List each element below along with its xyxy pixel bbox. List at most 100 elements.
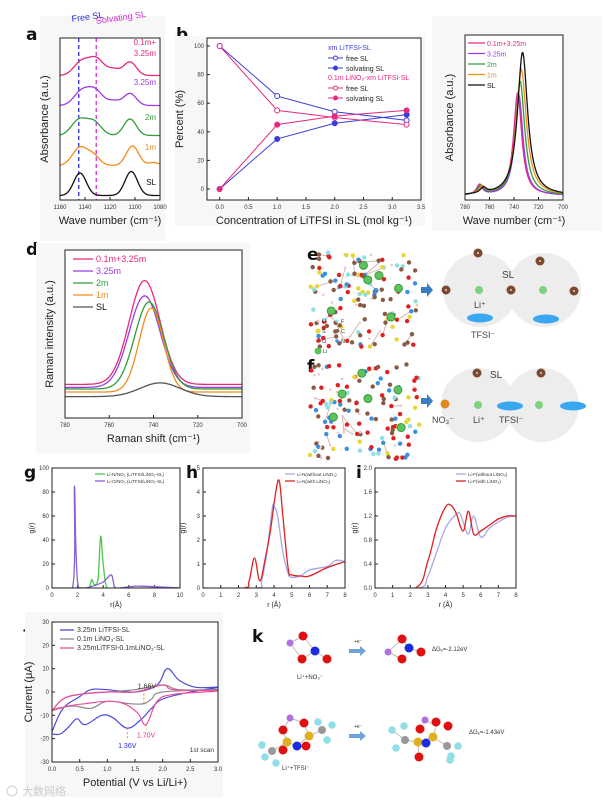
tfsi-ion bbox=[560, 401, 586, 411]
y-tick-label: -30 bbox=[40, 760, 49, 766]
x-tick-label: 0 bbox=[50, 593, 54, 599]
li-label: Li⁺ bbox=[474, 300, 486, 310]
li-ion bbox=[475, 286, 483, 294]
series-layer bbox=[219, 45, 407, 190]
legend-label: SL bbox=[96, 302, 107, 312]
atom bbox=[335, 382, 341, 388]
y-tick-label: 20 bbox=[197, 158, 204, 164]
sl-center bbox=[510, 289, 512, 291]
atom bbox=[379, 393, 385, 398]
legend-marker bbox=[333, 65, 338, 71]
atom bbox=[391, 435, 396, 441]
x-tick-label: 8 bbox=[343, 593, 347, 599]
arrow-right-icon bbox=[349, 649, 361, 653]
atom bbox=[336, 272, 342, 278]
chart-b: 0.0 0.5 1.0 1.5 2.0 2.5 3.0 3.5 0 20 40 60 80 100 Conc… bbox=[174, 36, 426, 227]
y-tick-label: 0.8 bbox=[364, 538, 373, 544]
atom bbox=[394, 263, 400, 268]
bond bbox=[318, 336, 337, 341]
atom bbox=[381, 440, 386, 445]
legend-dot-li bbox=[314, 347, 322, 355]
atom bbox=[381, 396, 386, 402]
y-tick-label: 0 bbox=[197, 586, 201, 592]
series-label: 0.1m+ bbox=[134, 38, 157, 47]
y-tick-label: 100 bbox=[39, 466, 50, 472]
series-line bbox=[219, 109, 407, 190]
atom bbox=[313, 396, 317, 400]
panel-label-a: a bbox=[26, 25, 37, 45]
atom bbox=[394, 317, 400, 322]
legend-group-title: xm LiTFSI-SL bbox=[328, 45, 371, 52]
atom bbox=[416, 422, 422, 427]
atom bbox=[331, 446, 336, 452]
atom-li bbox=[358, 260, 368, 270]
legend-h: H bbox=[322, 319, 326, 325]
atom bbox=[407, 424, 413, 429]
x-axis-title: r(Å) bbox=[110, 600, 122, 609]
series-layer bbox=[375, 503, 516, 588]
atom-li bbox=[363, 275, 373, 285]
x-tick-label: 4 bbox=[272, 593, 276, 599]
x-tick-label: 0 bbox=[373, 593, 377, 599]
legend-c: C bbox=[341, 329, 345, 335]
x-tick-label: 2 bbox=[409, 593, 413, 599]
atom bbox=[352, 298, 357, 304]
atom bbox=[316, 444, 321, 449]
li-ion bbox=[474, 401, 482, 409]
atom bbox=[358, 321, 361, 324]
atom bbox=[317, 270, 322, 275]
y-tick-label: 0 bbox=[46, 690, 50, 696]
bond bbox=[342, 416, 345, 433]
x-tick-label: 740 bbox=[509, 205, 520, 211]
y-tick-label: 2.0 bbox=[364, 466, 373, 472]
atom bbox=[342, 430, 346, 434]
atom-li bbox=[328, 412, 338, 422]
legend-label: Li-O/NO₃ (LiTFSI/LiNO₃-SL) bbox=[107, 479, 165, 484]
atom bbox=[389, 417, 394, 422]
atom bbox=[310, 264, 315, 270]
atom bbox=[346, 408, 351, 413]
arrow-label: +e⁻ bbox=[354, 639, 363, 645]
legend-label: Li-N/NO₃ (LiTFSI/LiNO₃-SL) bbox=[107, 472, 165, 477]
legend-label: 2m bbox=[487, 62, 497, 69]
series-line bbox=[375, 511, 516, 588]
atom bbox=[379, 287, 384, 292]
atom bbox=[322, 271, 328, 276]
atom bbox=[376, 451, 381, 456]
atom bbox=[380, 297, 386, 303]
plot-area bbox=[52, 468, 180, 588]
atom bbox=[342, 407, 347, 412]
series-line bbox=[65, 307, 242, 393]
sphere-particles-f bbox=[440, 368, 586, 411]
y-tick-label: 3 bbox=[197, 514, 201, 520]
atom bbox=[313, 407, 319, 413]
atom bbox=[352, 260, 357, 266]
atom bbox=[321, 335, 326, 341]
plot-area bbox=[203, 468, 345, 588]
atom bbox=[380, 257, 385, 262]
legend-label: Li-F(with LiNO₃) bbox=[468, 479, 501, 484]
series-line bbox=[60, 170, 160, 197]
data-point bbox=[216, 185, 223, 192]
atom bbox=[407, 314, 412, 320]
legend-label: 3.25m bbox=[96, 266, 121, 276]
atom bbox=[338, 305, 343, 311]
atom bbox=[324, 424, 330, 430]
atom bbox=[387, 382, 393, 387]
atom bbox=[352, 374, 357, 380]
bond bbox=[342, 415, 358, 435]
y-tick-label: 100 bbox=[194, 44, 205, 50]
atom bbox=[358, 412, 361, 416]
atom bbox=[337, 323, 342, 328]
legend-label: 3.25mLiTFSI-0.1mLiNO₃-SL bbox=[77, 645, 165, 652]
atom bbox=[326, 343, 331, 349]
atom bbox=[376, 258, 381, 263]
molecule-li-no3 bbox=[286, 631, 332, 664]
y-tick-label: 1.2 bbox=[364, 514, 373, 520]
legend-s: S bbox=[322, 329, 326, 335]
atom bbox=[316, 363, 321, 368]
series-line bbox=[52, 485, 180, 588]
